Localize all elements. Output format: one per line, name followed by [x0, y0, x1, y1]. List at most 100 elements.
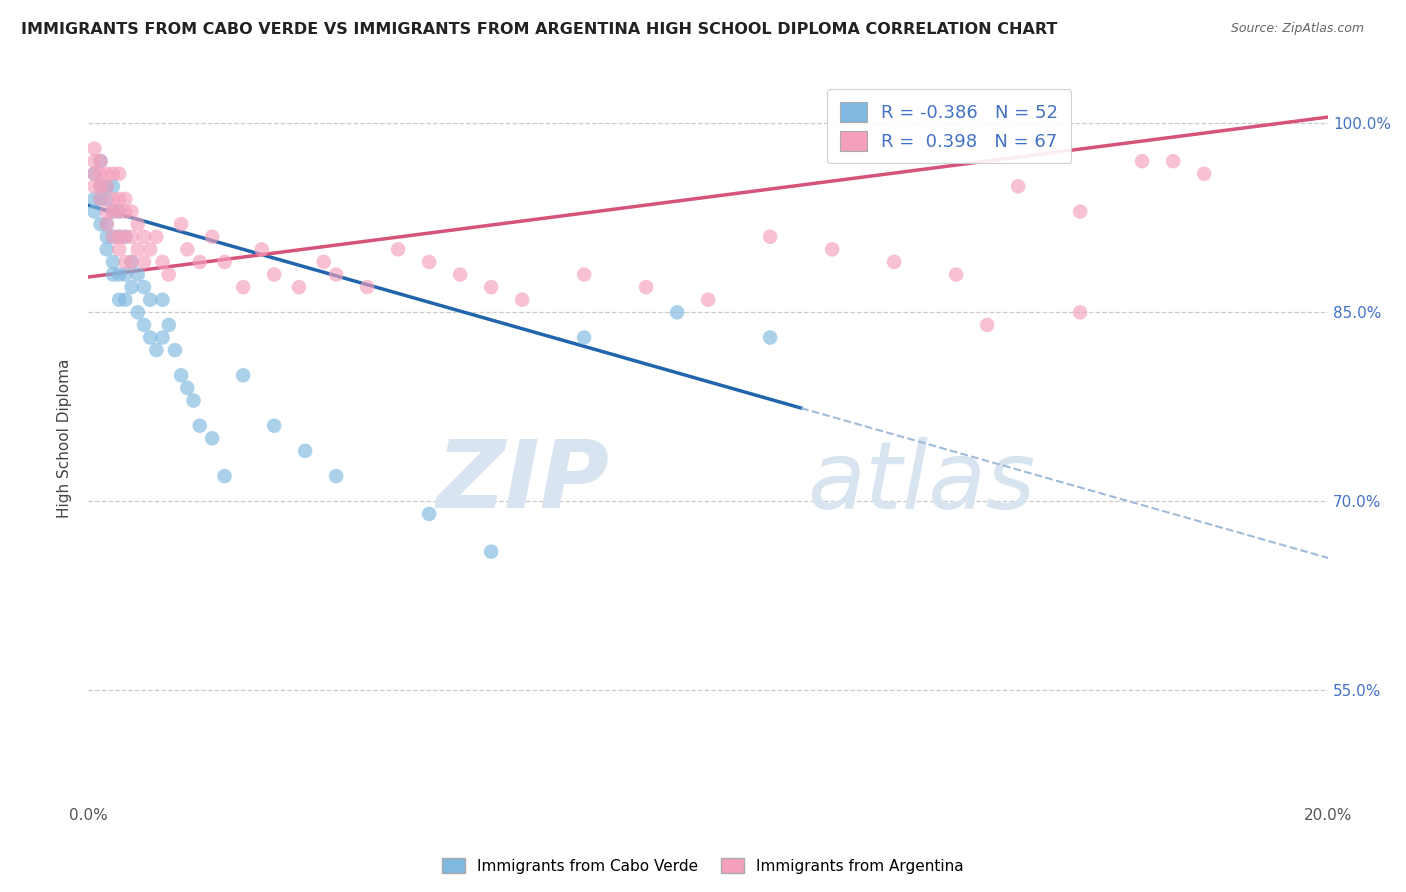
Point: [132, 255, 155, 269]
Point: [114, 192, 136, 206]
Point: [479, 280, 502, 294]
Point: [572, 268, 595, 282]
Point: [232, 280, 254, 294]
Point: [101, 204, 124, 219]
Point: [157, 318, 180, 332]
Point: [96, 179, 118, 194]
Point: [1007, 179, 1029, 194]
Point: [312, 255, 335, 269]
Point: [127, 243, 149, 257]
Point: [96, 167, 118, 181]
Point: [356, 280, 378, 294]
Point: [132, 280, 155, 294]
Point: [201, 431, 224, 445]
Point: [170, 368, 193, 383]
Point: [96, 217, 118, 231]
Point: [121, 280, 143, 294]
Point: [883, 255, 905, 269]
Point: [90, 179, 112, 194]
Point: [108, 167, 131, 181]
Point: [152, 330, 174, 344]
Point: [176, 381, 198, 395]
Point: [108, 192, 131, 206]
Point: [101, 255, 124, 269]
Point: [294, 443, 316, 458]
Point: [121, 204, 143, 219]
Point: [108, 204, 131, 219]
Point: [96, 204, 118, 219]
Point: [108, 229, 131, 244]
Point: [90, 167, 112, 181]
Point: [127, 305, 149, 319]
Point: [90, 154, 112, 169]
Point: [163, 343, 186, 358]
Point: [96, 229, 118, 244]
Point: [1161, 154, 1184, 169]
Point: [139, 330, 162, 344]
Point: [83, 142, 105, 156]
Point: [96, 217, 118, 231]
Point: [325, 268, 347, 282]
Point: [114, 204, 136, 219]
Text: IMMIGRANTS FROM CABO VERDE VS IMMIGRANTS FROM ARGENTINA HIGH SCHOOL DIPLOMA CORR: IMMIGRANTS FROM CABO VERDE VS IMMIGRANTS…: [21, 22, 1057, 37]
Point: [201, 229, 224, 244]
Point: [101, 229, 124, 244]
Point: [188, 255, 211, 269]
Text: atlas: atlas: [807, 437, 1036, 528]
Point: [108, 243, 131, 257]
Point: [170, 217, 193, 231]
Point: [121, 229, 143, 244]
Point: [127, 268, 149, 282]
Point: [83, 204, 105, 219]
Point: [572, 330, 595, 344]
Point: [101, 229, 124, 244]
Point: [1069, 204, 1091, 219]
Point: [127, 217, 149, 231]
Point: [250, 243, 273, 257]
Point: [697, 293, 720, 307]
Point: [108, 229, 131, 244]
Point: [96, 243, 118, 257]
Legend: R = -0.386   N = 52, R =  0.398   N = 67: R = -0.386 N = 52, R = 0.398 N = 67: [827, 89, 1071, 163]
Point: [83, 192, 105, 206]
Point: [418, 255, 440, 269]
Point: [121, 255, 143, 269]
Point: [90, 179, 112, 194]
Point: [132, 318, 155, 332]
Point: [263, 418, 285, 433]
Point: [101, 268, 124, 282]
Point: [114, 255, 136, 269]
Point: [101, 179, 124, 194]
Point: [214, 255, 236, 269]
Point: [139, 293, 162, 307]
Point: [101, 192, 124, 206]
Point: [108, 293, 131, 307]
Point: [90, 154, 112, 169]
Point: [90, 192, 112, 206]
Point: [288, 280, 311, 294]
Text: ZIP: ZIP: [436, 436, 609, 528]
Point: [183, 393, 205, 408]
Point: [418, 507, 440, 521]
Point: [90, 192, 112, 206]
Point: [479, 544, 502, 558]
Legend: Immigrants from Cabo Verde, Immigrants from Argentina: Immigrants from Cabo Verde, Immigrants f…: [436, 852, 970, 880]
Point: [387, 243, 409, 257]
Point: [145, 229, 167, 244]
Y-axis label: High School Diploma: High School Diploma: [58, 359, 72, 518]
Point: [821, 243, 844, 257]
Point: [232, 368, 254, 383]
Point: [114, 293, 136, 307]
Point: [1069, 305, 1091, 319]
Point: [176, 243, 198, 257]
Point: [214, 469, 236, 483]
Point: [83, 167, 105, 181]
Point: [96, 192, 118, 206]
Point: [759, 330, 782, 344]
Point: [83, 179, 105, 194]
Point: [510, 293, 533, 307]
Text: Source: ZipAtlas.com: Source: ZipAtlas.com: [1230, 22, 1364, 36]
Point: [132, 229, 155, 244]
Point: [263, 268, 285, 282]
Point: [636, 280, 658, 294]
